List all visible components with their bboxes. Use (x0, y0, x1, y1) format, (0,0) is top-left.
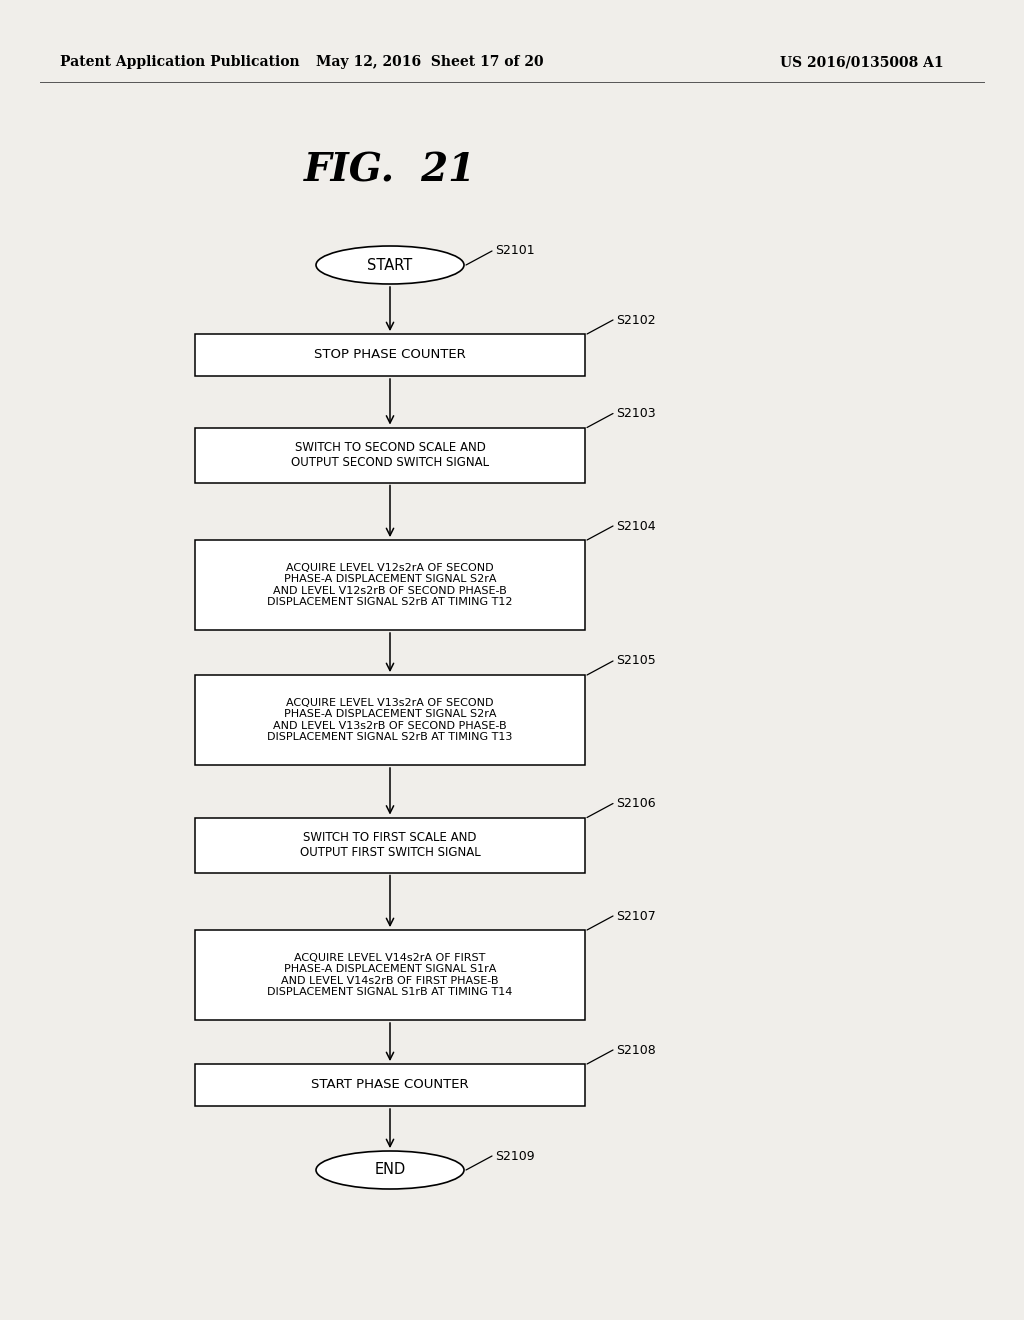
Text: END: END (375, 1163, 406, 1177)
FancyBboxPatch shape (195, 931, 585, 1020)
FancyBboxPatch shape (195, 334, 585, 376)
FancyBboxPatch shape (195, 540, 585, 630)
Text: US 2016/0135008 A1: US 2016/0135008 A1 (780, 55, 944, 69)
Text: S2107: S2107 (616, 909, 655, 923)
Text: S2104: S2104 (616, 520, 655, 532)
Text: ACQUIRE LEVEL V14s2rA OF FIRST
PHASE-A DISPLACEMENT SIGNAL S1rA
AND LEVEL V14s2r: ACQUIRE LEVEL V14s2rA OF FIRST PHASE-A D… (267, 953, 513, 998)
Text: START: START (368, 257, 413, 272)
Ellipse shape (316, 1151, 464, 1189)
Text: S2109: S2109 (495, 1150, 535, 1163)
Text: S2103: S2103 (616, 407, 655, 420)
Text: ACQUIRE LEVEL V12s2rA OF SECOND
PHASE-A DISPLACEMENT SIGNAL S2rA
AND LEVEL V12s2: ACQUIRE LEVEL V12s2rA OF SECOND PHASE-A … (267, 562, 513, 607)
Text: S2108: S2108 (616, 1044, 655, 1056)
Text: START PHASE COUNTER: START PHASE COUNTER (311, 1078, 469, 1092)
Text: STOP PHASE COUNTER: STOP PHASE COUNTER (314, 348, 466, 362)
FancyBboxPatch shape (195, 1064, 585, 1106)
Text: S2105: S2105 (616, 655, 655, 668)
Text: Patent Application Publication: Patent Application Publication (60, 55, 300, 69)
Text: SWITCH TO FIRST SCALE AND
OUTPUT FIRST SWITCH SIGNAL: SWITCH TO FIRST SCALE AND OUTPUT FIRST S… (300, 832, 480, 859)
Text: FIG.  21: FIG. 21 (304, 150, 476, 189)
Text: May 12, 2016  Sheet 17 of 20: May 12, 2016 Sheet 17 of 20 (316, 55, 544, 69)
FancyBboxPatch shape (195, 817, 585, 873)
Text: S2101: S2101 (495, 244, 535, 257)
Text: ACQUIRE LEVEL V13s2rA OF SECOND
PHASE-A DISPLACEMENT SIGNAL S2rA
AND LEVEL V13s2: ACQUIRE LEVEL V13s2rA OF SECOND PHASE-A … (267, 697, 513, 742)
Text: S2102: S2102 (616, 314, 655, 326)
Ellipse shape (316, 246, 464, 284)
Text: SWITCH TO SECOND SCALE AND
OUTPUT SECOND SWITCH SIGNAL: SWITCH TO SECOND SCALE AND OUTPUT SECOND… (291, 441, 489, 469)
Text: S2106: S2106 (616, 797, 655, 810)
FancyBboxPatch shape (195, 675, 585, 766)
FancyBboxPatch shape (195, 428, 585, 483)
